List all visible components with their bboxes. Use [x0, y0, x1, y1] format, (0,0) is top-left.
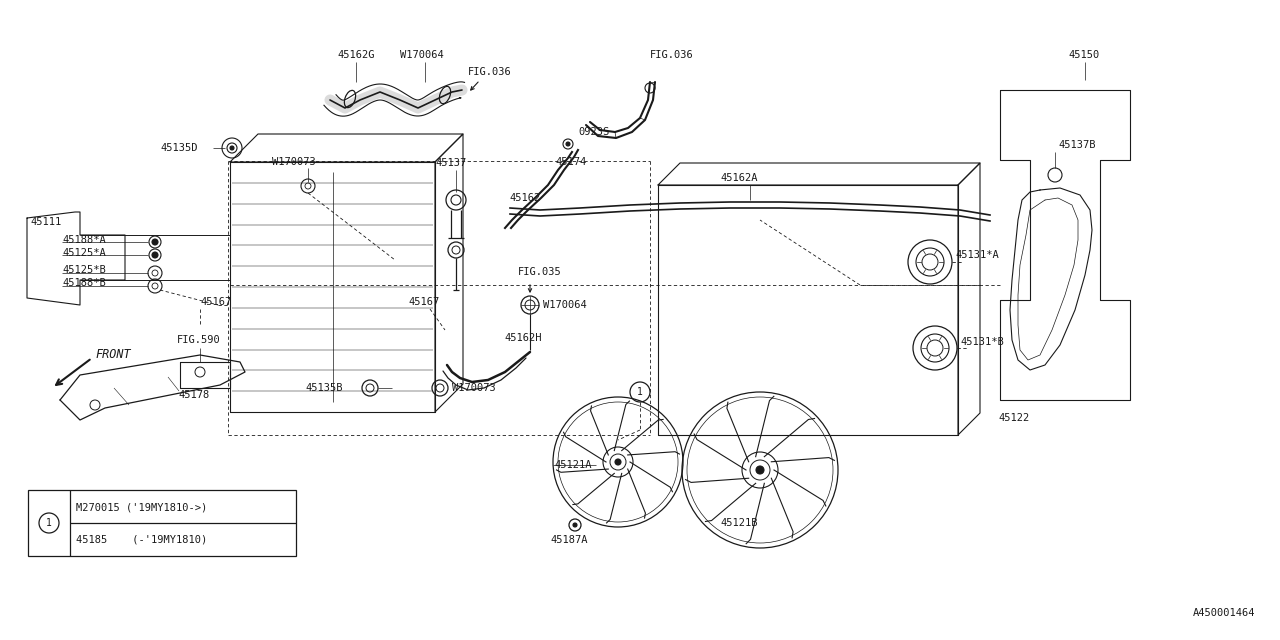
Text: FIG.036: FIG.036: [468, 67, 512, 77]
Text: 45137: 45137: [435, 158, 466, 168]
Text: 45162H: 45162H: [504, 333, 541, 343]
Text: 45162: 45162: [509, 193, 540, 203]
Text: 45121B: 45121B: [719, 518, 758, 528]
Text: 45178: 45178: [178, 390, 209, 400]
Text: 45111: 45111: [29, 217, 61, 227]
Circle shape: [152, 239, 157, 245]
Text: 45125*A: 45125*A: [61, 248, 106, 258]
Text: 1: 1: [46, 518, 52, 528]
Circle shape: [566, 142, 570, 146]
Text: W170064: W170064: [543, 300, 586, 310]
Text: 45125*B: 45125*B: [61, 265, 106, 275]
Text: 45135B: 45135B: [305, 383, 343, 393]
Text: A450001464: A450001464: [1193, 608, 1254, 618]
Text: W170064: W170064: [399, 50, 444, 60]
Text: 45167: 45167: [200, 297, 232, 307]
Circle shape: [152, 252, 157, 258]
Text: 45187A: 45187A: [550, 535, 588, 545]
Circle shape: [230, 146, 234, 150]
Text: FIG.036: FIG.036: [650, 50, 694, 60]
Text: FRONT: FRONT: [95, 349, 131, 362]
Circle shape: [756, 466, 764, 474]
Text: 45185    (-'19MY1810): 45185 (-'19MY1810): [76, 534, 207, 545]
Text: 45167: 45167: [408, 297, 439, 307]
Text: 45188*B: 45188*B: [61, 278, 106, 288]
Text: 45162A: 45162A: [719, 173, 758, 183]
Text: 45135D: 45135D: [160, 143, 197, 153]
Text: 45131*A: 45131*A: [955, 250, 998, 260]
Text: 45131*B: 45131*B: [960, 337, 1004, 347]
Text: 45188*A: 45188*A: [61, 235, 106, 245]
Text: 45121A: 45121A: [554, 460, 591, 470]
Text: 0923S: 0923S: [579, 127, 609, 137]
Circle shape: [573, 523, 577, 527]
Text: 45137B: 45137B: [1059, 140, 1096, 150]
Text: W170073: W170073: [273, 157, 316, 167]
Text: W170073: W170073: [452, 383, 495, 393]
Text: 45150: 45150: [1068, 50, 1100, 60]
Text: FIG.590: FIG.590: [177, 335, 220, 345]
Text: FIG.035: FIG.035: [518, 267, 562, 277]
Text: 45122: 45122: [998, 413, 1029, 423]
Text: M270015 ('19MY1810->): M270015 ('19MY1810->): [76, 503, 207, 513]
Text: 1: 1: [637, 387, 643, 397]
Text: 45162G: 45162G: [337, 50, 375, 60]
Circle shape: [614, 459, 621, 465]
Text: 45174: 45174: [556, 157, 586, 167]
